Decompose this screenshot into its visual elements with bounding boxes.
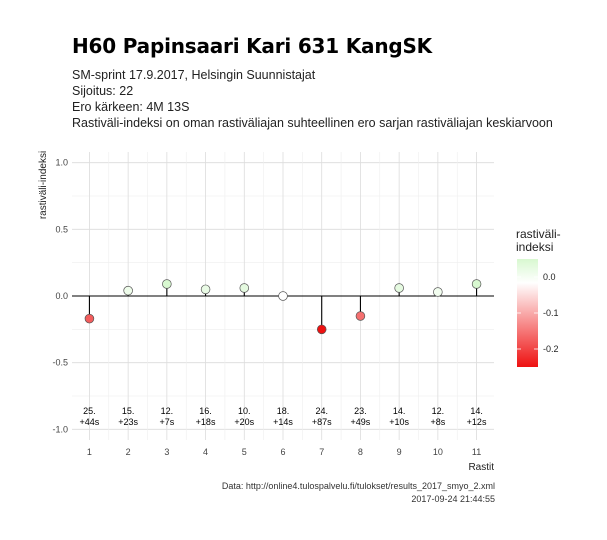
legend-title-line1: rastiväli- <box>516 227 561 241</box>
y-tick-label: -1.0 <box>52 424 68 434</box>
diff-label: +8s <box>430 417 445 427</box>
rank-label: 16. <box>199 406 212 416</box>
diff-label: +49s <box>351 417 371 427</box>
x-tick-label: 9 <box>397 447 402 457</box>
y-axis-label: rastiväli-indeksi <box>38 151 49 219</box>
diff-label: +23s <box>118 417 138 427</box>
x-tick-label: 1 <box>87 447 92 457</box>
lollipop-point <box>162 279 172 289</box>
rank-label: 25. <box>83 406 96 416</box>
chart-title: H60 Papinsaari Kari 631 KangSK <box>72 34 432 58</box>
rank-label: 23. <box>354 406 367 416</box>
diff-label: +87s <box>312 417 332 427</box>
lollipop-point <box>123 285 133 296</box>
footer-source: Data: http://online4.tulospalvelu.fi/tul… <box>221 481 495 491</box>
x-tick-labels: 1 2 3 4 5 6 7 8 9 10 11 <box>87 447 481 457</box>
lollipop-point <box>471 279 482 289</box>
lollipop-point <box>239 283 250 293</box>
rank-label: 12. <box>432 406 445 416</box>
subtitle-gap: Ero kärkeen: 4M 13S <box>72 100 190 114</box>
diff-label: +44s <box>80 417 100 427</box>
x-tick-label: 7 <box>319 447 324 457</box>
diff-label: +7s <box>159 417 174 427</box>
lollipop-point <box>84 313 95 324</box>
diff-label: +10s <box>389 417 409 427</box>
y-tick-labels: 1.0 0.5 0.0 -0.5 -1.0 <box>52 158 68 435</box>
diff-label: +14s <box>273 417 293 427</box>
x-tick-label: 2 <box>126 447 131 457</box>
subtitle-description: Rastiväli-indeksi on oman rastiväliajan … <box>72 116 553 130</box>
lollipop-point <box>316 324 327 335</box>
diff-label: +12s <box>467 417 487 427</box>
x-tick-label: 5 <box>242 447 247 457</box>
legend-tick-label: -0.2 <box>543 344 559 354</box>
grid <box>72 152 494 440</box>
y-tick-label: 1.0 <box>55 158 68 168</box>
legend-title-line2: indeksi <box>516 240 554 254</box>
x-tick-label: 3 <box>164 447 169 457</box>
subtitle-event: SM-sprint 17.9.2017, Helsingin Suunnista… <box>72 68 316 82</box>
lollipop-point <box>394 283 404 293</box>
legend-tick-label: -0.1 <box>543 308 559 318</box>
x-tick-label: 8 <box>358 447 363 457</box>
diff-label: +20s <box>234 417 254 427</box>
legend-title: rastiväli- indeksi <box>516 228 561 254</box>
x-tick-label: 6 <box>280 447 285 457</box>
y-tick-label: 0.5 <box>55 224 68 234</box>
footer-timestamp: 2017-09-24 21:44:55 <box>411 494 495 504</box>
lollipop-point <box>433 287 443 297</box>
y-tick-label: 0.0 <box>55 291 68 301</box>
rank-label: 14. <box>393 406 406 416</box>
x-tick-label: 4 <box>203 447 208 457</box>
control-annotations: 25.+44s15.+23s12.+7s16.+18s10.+20s18.+14… <box>80 406 487 427</box>
subtitle-rank: Sijoitus: 22 <box>72 84 134 98</box>
rank-label: 18. <box>277 406 290 416</box>
y-tick-label: -0.5 <box>52 358 68 368</box>
lollipop-point <box>355 311 366 321</box>
diff-label: +18s <box>196 417 216 427</box>
legend-ticks: 0.0 -0.1 -0.2 <box>517 272 559 354</box>
lollipop-points <box>84 279 482 335</box>
lollipop-point <box>200 284 211 295</box>
lollipop-point <box>278 291 288 301</box>
legend-colorbar <box>517 259 538 367</box>
rank-label: 10. <box>238 406 251 416</box>
legend-tick-label: 0.0 <box>543 272 556 282</box>
rank-label: 15. <box>122 406 135 416</box>
x-axis-label: Rastit <box>468 462 494 473</box>
rank-label: 12. <box>161 406 174 416</box>
rank-label: 24. <box>315 406 328 416</box>
x-tick-label: 11 <box>472 447 481 457</box>
rank-label: 14. <box>470 406 483 416</box>
x-tick-label: 10 <box>433 447 443 457</box>
